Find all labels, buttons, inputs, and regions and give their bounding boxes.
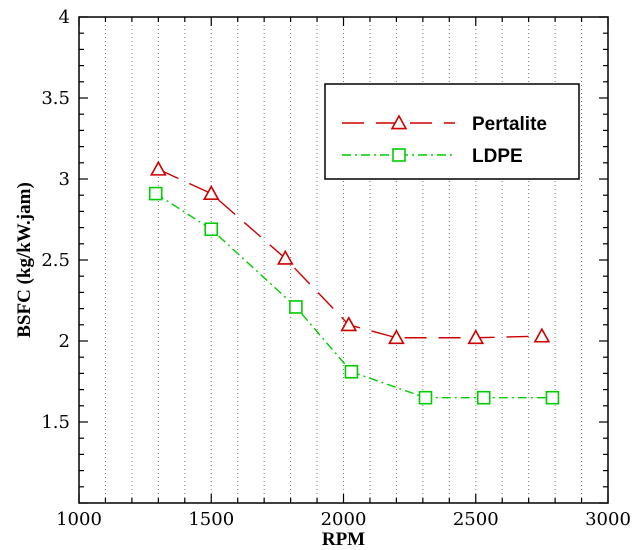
legend: Pertalite LDPE: [324, 83, 580, 180]
x-tick-label: 3000: [585, 509, 631, 530]
y-tick-label: 2.5: [41, 250, 70, 271]
legend-label-pertalite: Pertalite: [472, 114, 547, 135]
x-tick-label: 2000: [321, 509, 367, 530]
data-point-pertalite: [149, 160, 167, 176]
data-point-ldpe: [204, 222, 219, 237]
data-point-ldpe: [148, 186, 163, 201]
y-tick-label: 3.5: [41, 88, 70, 109]
data-point-ldpe: [476, 390, 491, 405]
legend-marker-pertalite: [390, 114, 408, 130]
x-axis-title: RPM: [322, 529, 365, 550]
data-point-pertalite: [533, 327, 551, 343]
x-tick-label: 1500: [188, 509, 234, 530]
data-point-ldpe: [418, 390, 433, 405]
data-point-ldpe: [545, 390, 560, 405]
x-tick-label: 2500: [453, 509, 499, 530]
data-point-pertalite: [388, 329, 405, 345]
data-point-pertalite: [467, 329, 485, 345]
data-point-ldpe: [289, 300, 303, 314]
data-point-pertalite: [202, 184, 220, 200]
legend-label-ldpe: LDPE: [472, 146, 523, 167]
y-tick-label: 2: [59, 331, 70, 352]
data-point-pertalite: [276, 249, 294, 265]
legend-marker-ldpe: [392, 148, 406, 162]
y-tick-label: 1.5: [41, 412, 70, 433]
data-point-pertalite: [340, 316, 358, 332]
y-tick-label: 4: [59, 7, 70, 28]
series-ldpe: [148, 186, 560, 405]
x-tick-label: 1000: [56, 509, 102, 530]
axes: 1000 1500 2000 2500 3000 1.5 2 2.5 3 3.5 4: [41, 7, 631, 530]
series: [148, 160, 560, 405]
legend-box: [324, 83, 580, 180]
series-pertalite: [149, 160, 551, 345]
data-point-ldpe: [344, 364, 359, 379]
y-tick-label: 3: [59, 169, 70, 190]
y-axis-title: BSFC (kg/kW.jam): [14, 182, 35, 338]
